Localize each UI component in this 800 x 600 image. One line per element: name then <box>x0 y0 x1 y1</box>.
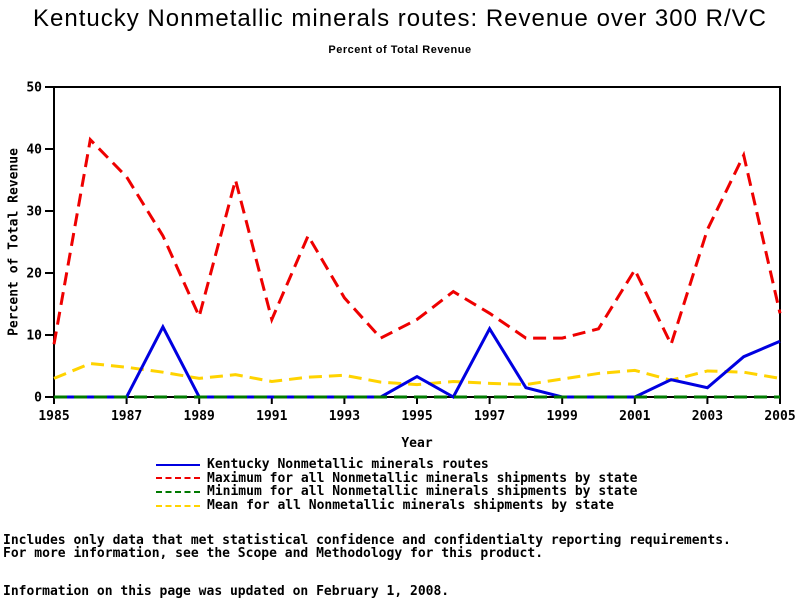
x-tick-label: 1985 <box>38 409 69 424</box>
y-tick-label: 10 <box>26 329 42 344</box>
y-tick-label: 0 <box>34 391 42 406</box>
legend-label: Kentucky Nonmetallic minerals routes <box>207 457 489 473</box>
chart-legend: Kentucky Nonmetallic minerals routes Maxi… <box>156 457 638 514</box>
legend-item: Maximum for all Nonmetallic minerals shi… <box>156 470 638 486</box>
series-line-4 <box>53 361 781 387</box>
x-tick-label: 2003 <box>692 409 723 424</box>
y-tick-label: 50 <box>26 81 42 96</box>
legend-line-swatch <box>156 477 200 480</box>
y-axis-title: Percent of Total Revenue <box>6 148 22 336</box>
legend-item: Mean for all Nonmetallic minerals shipme… <box>156 498 637 514</box>
legend-label: Mean for all Nonmetallic minerals shipme… <box>207 498 614 514</box>
x-tick-label: 2001 <box>619 409 650 424</box>
y-tick-label: 30 <box>26 205 42 220</box>
legend-item: Kentucky Nonmetallic minerals routes <box>156 457 637 473</box>
x-tick-label: 1997 <box>474 409 505 424</box>
y-tick-label: 20 <box>26 267 42 282</box>
legend-label: Minimum for all Nonmetallic minerals shi… <box>207 484 638 500</box>
series-line-2 <box>52 136 782 349</box>
legend-line-swatch <box>156 504 200 507</box>
x-tick-label: 2005 <box>764 409 795 424</box>
x-tick-label: 1991 <box>256 409 287 424</box>
y-tick-label: 40 <box>26 143 42 158</box>
x-tick-label: 1995 <box>401 409 432 424</box>
legend-line-swatch <box>156 490 200 493</box>
x-tick-label: 1987 <box>111 409 142 424</box>
legend-line-swatch <box>156 463 200 466</box>
footnote-line-1: Includes only data that met statistical … <box>3 533 731 548</box>
x-tick-label: 1999 <box>547 409 578 424</box>
chart-title: Kentucky Nonmetallic minerals routes: Re… <box>33 5 767 32</box>
chart-subtitle: Percent of Total Revenue <box>328 44 472 56</box>
footnote-line-3: Information on this page was updated on … <box>3 584 450 599</box>
legend-label: Maximum for all Nonmetallic minerals shi… <box>207 470 638 486</box>
plot-area: 0 10 20 30 40 50 1985 1987 1989 1991 1993 1995 1997 1… <box>26 81 795 425</box>
legend-item: Minimum for all Nonmetallic minerals shi… <box>156 484 638 500</box>
x-tick-label: 1989 <box>184 409 215 424</box>
plot-frame <box>53 86 781 398</box>
x-axis-title: Year <box>401 436 433 451</box>
x-tick-label: 1993 <box>329 409 360 424</box>
footnote-line-2: For more information, see the Scope and … <box>3 546 544 561</box>
series-line-1 <box>54 323 781 400</box>
